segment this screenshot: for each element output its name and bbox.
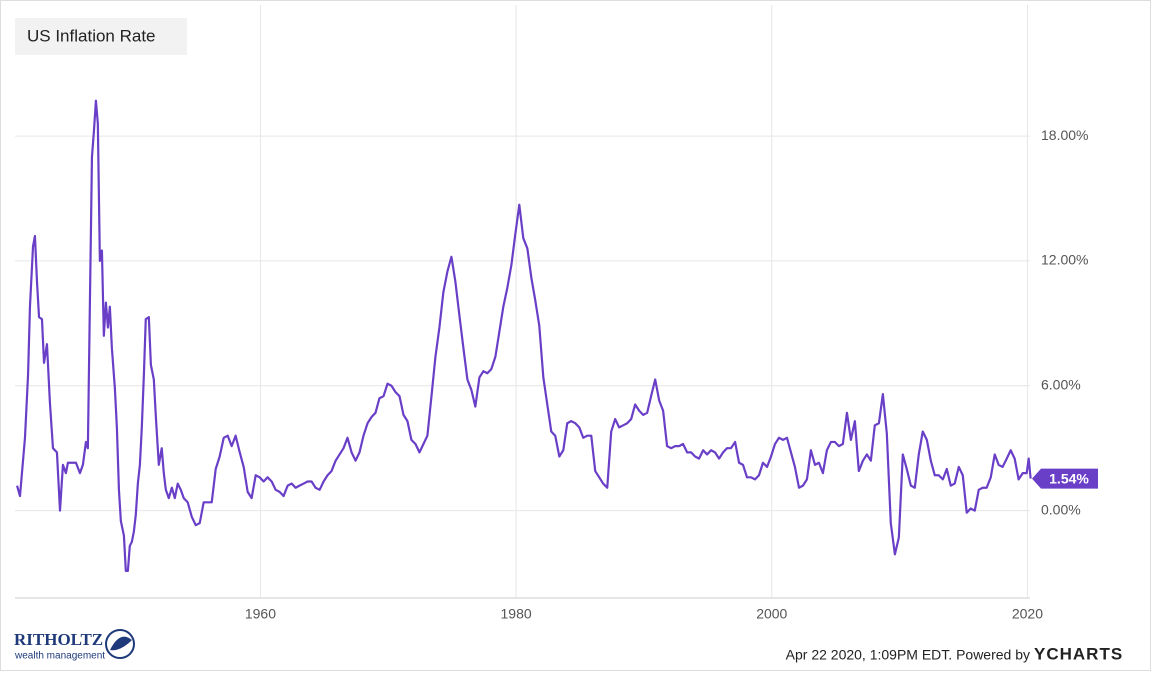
grid (15, 5, 1030, 598)
y-tick-label: 6.00% (1041, 376, 1081, 392)
timestamp: Apr 22 2020, 1:09PM EDT. Powered by (786, 647, 1030, 663)
y-tick-label: 12.00% (1041, 252, 1088, 268)
brand: RITHOLTZ (14, 630, 103, 649)
y-tick-label: 0.00% (1041, 501, 1081, 517)
x-tick-label: 1960 (245, 606, 276, 622)
end-label-box (1032, 468, 1098, 489)
y-tick-label: 18.00% (1041, 127, 1088, 143)
logo-swoosh (110, 636, 132, 651)
title-box (15, 18, 187, 55)
brand-sub: wealth management (14, 651, 105, 662)
line (15, 99, 1032, 573)
x-tick-label: 2020 (1012, 606, 1043, 622)
logo-ring (105, 629, 135, 659)
provider: YCHARTS (1034, 644, 1123, 663)
x-tick-label: 1980 (501, 606, 532, 622)
end-label: 1.54% (1049, 470, 1089, 486)
logo (105, 629, 135, 659)
x-tick-label: 2000 (756, 606, 787, 622)
chart-title: US Inflation Rate (27, 26, 156, 45)
